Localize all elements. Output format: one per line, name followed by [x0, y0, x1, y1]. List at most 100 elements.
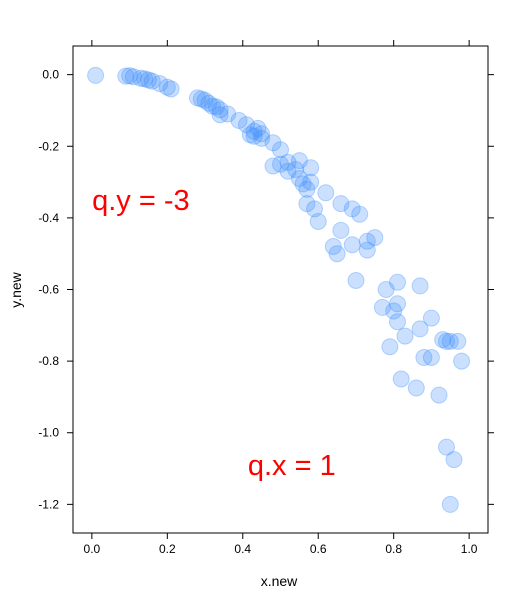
data-point: [438, 438, 455, 456]
data-point: [192, 90, 210, 108]
data-point: [332, 195, 350, 213]
data-point: [253, 129, 271, 147]
data-point: [389, 273, 406, 291]
data-point: [158, 78, 176, 96]
y-tick-label: -0.4: [38, 211, 59, 225]
data-point: [373, 298, 391, 316]
data-point: [238, 116, 255, 134]
data-point: [162, 80, 180, 98]
data-point: [392, 370, 410, 388]
x-axis-title: x.new: [261, 573, 298, 589]
data-point: [117, 67, 135, 85]
data-point: [87, 66, 105, 84]
data-point: [249, 119, 267, 137]
data-point: [396, 327, 414, 345]
data-point: [287, 161, 305, 178]
data-point: [230, 112, 248, 129]
data-point: [245, 122, 263, 140]
data-point: [302, 173, 320, 191]
data-point: [434, 331, 452, 349]
data-point: [189, 89, 206, 107]
data-point: [358, 232, 376, 250]
data-point: [309, 213, 327, 230]
x-tick-label: 0.0: [84, 542, 101, 556]
annotation-label: q.x = 1: [248, 450, 336, 482]
x-tick-label: 0.6: [310, 542, 327, 556]
data-point: [449, 332, 467, 350]
data-point: [211, 106, 229, 124]
points-layer: [87, 66, 471, 513]
data-point: [358, 241, 376, 259]
y-tick-label: -0.8: [38, 354, 59, 368]
data-point: [290, 152, 308, 170]
data-point: [143, 72, 161, 90]
data-point: [343, 200, 361, 218]
data-point: [294, 175, 312, 193]
annotations-layer: q.y = -3 q.x = 1: [92, 185, 336, 482]
data-point: [328, 245, 346, 263]
data-point: [151, 75, 169, 93]
data-point: [441, 495, 459, 513]
data-point: [136, 70, 154, 88]
data-point: [453, 352, 471, 370]
data-point: [279, 153, 297, 171]
data-point: [422, 309, 440, 327]
data-point: [438, 332, 455, 350]
data-point: [381, 338, 399, 356]
data-point: [366, 229, 384, 247]
y-tick-label: -1.2: [38, 497, 59, 511]
y-tick-label: -0.2: [38, 139, 59, 153]
data-point: [411, 277, 429, 295]
data-point: [219, 105, 237, 123]
data-point: [204, 97, 222, 115]
data-point: [241, 126, 259, 144]
data-point: [253, 125, 271, 143]
data-point: [264, 134, 282, 152]
y-axis-ticks: 0.0 -0.2 -0.4 -0.6 -0.8 -1.0 -1.2: [38, 68, 494, 511]
data-point: [264, 157, 282, 175]
data-point: [298, 180, 316, 198]
y-axis-title: y.new: [8, 271, 24, 307]
data-point: [389, 313, 406, 331]
data-point: [385, 302, 403, 320]
x-tick-label: 0.2: [159, 542, 176, 556]
data-point: [207, 98, 225, 116]
data-point: [411, 320, 429, 338]
data-point: [377, 281, 395, 298]
data-point: [422, 349, 440, 366]
data-point: [200, 94, 218, 112]
data-point: [124, 68, 142, 86]
y-tick-label: 0.0: [42, 68, 59, 82]
x-axis-ticks: 0.0 0.2 0.4 0.6 0.8 1.0: [84, 40, 478, 556]
data-point: [298, 195, 316, 213]
x-tick-label: 0.8: [385, 542, 402, 556]
data-point: [272, 141, 289, 159]
data-point: [306, 200, 323, 218]
data-point: [332, 221, 350, 239]
data-point: [140, 71, 157, 89]
data-point: [132, 69, 150, 87]
data-point: [347, 272, 365, 289]
data-point: [272, 155, 289, 173]
data-point: [121, 67, 139, 85]
data-point: [441, 332, 459, 350]
data-point: [245, 127, 263, 145]
data-point: [290, 170, 308, 187]
data-point: [211, 101, 229, 119]
data-point: [317, 184, 335, 202]
data-point: [430, 386, 448, 404]
data-point: [407, 379, 425, 397]
data-point: [445, 451, 463, 469]
data-point: [389, 295, 406, 313]
y-tick-label: -1.0: [38, 426, 59, 440]
data-point: [324, 238, 342, 255]
data-point: [351, 205, 369, 223]
data-point: [302, 159, 320, 177]
data-point: [196, 91, 214, 109]
data-point: [343, 236, 361, 254]
data-point: [279, 162, 297, 180]
y-tick-label: -0.6: [38, 283, 59, 297]
data-point: [415, 349, 433, 366]
